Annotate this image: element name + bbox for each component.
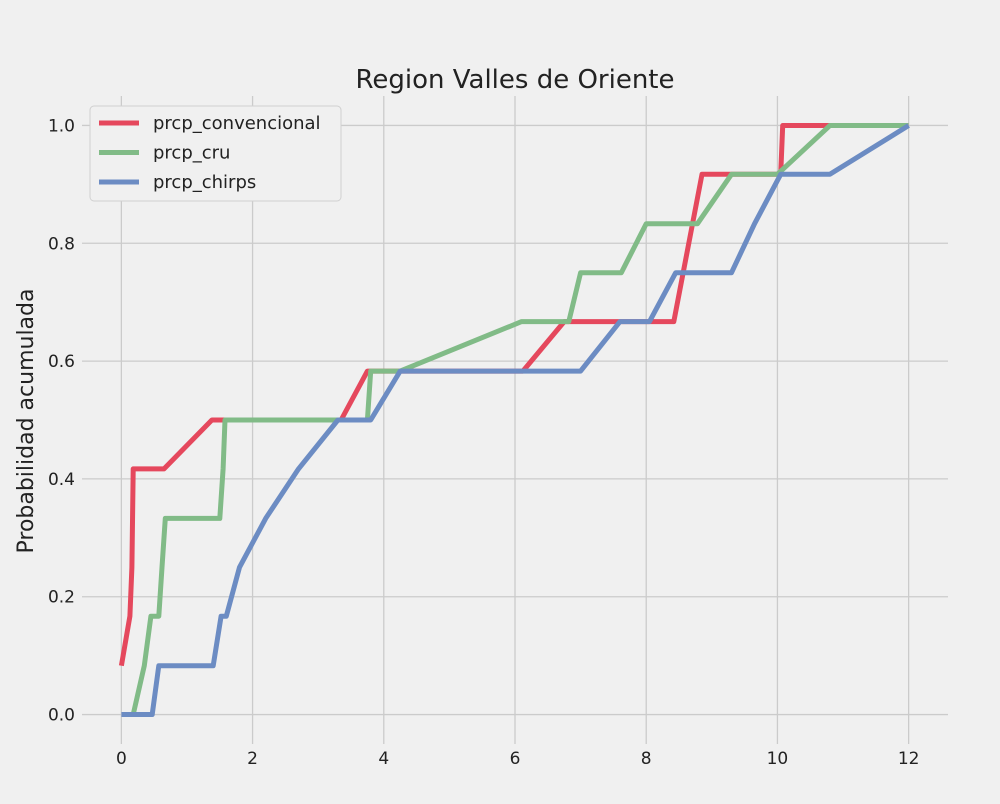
tick-labels: 0 2 4 6 8 10 12 0.0 0.2 0.4 0.6 0.8 1.0	[48, 116, 920, 769]
legend-entry: prcp_chirps	[153, 172, 256, 193]
y-tick-label: 1.0	[48, 116, 75, 136]
series-line-prcp-chirps	[121, 123, 910, 717]
series-layer	[118, 123, 910, 717]
legend-box	[89, 105, 342, 202]
y-tick-label: 0.6	[48, 352, 75, 372]
x-tick-label: 12	[898, 749, 920, 769]
y-tick-label: 0.2	[48, 588, 75, 608]
y-tick-label: 0.0	[48, 706, 75, 726]
series-line-prcp-cru	[130, 123, 909, 716]
legend-entry: prcp_cru	[153, 143, 230, 164]
x-tick-label: 4	[378, 749, 389, 769]
x-tick-label: 0	[116, 749, 127, 769]
chart-title: Region Valles de Oriente	[355, 65, 674, 95]
x-tick-label: 8	[641, 749, 652, 769]
x-tick-label: 2	[247, 749, 258, 769]
legend: prcp_convencional prcp_cru prcp_chirps	[89, 105, 342, 202]
x-tick-label: 10	[767, 749, 789, 769]
y-tick-label: 0.8	[48, 234, 75, 254]
y-tick-label: 0.4	[48, 470, 75, 490]
legend-entry: prcp_convencional	[153, 113, 321, 134]
x-tick-label: 6	[510, 749, 521, 769]
y-axis-label: Probabilidad acumulada	[14, 289, 39, 554]
